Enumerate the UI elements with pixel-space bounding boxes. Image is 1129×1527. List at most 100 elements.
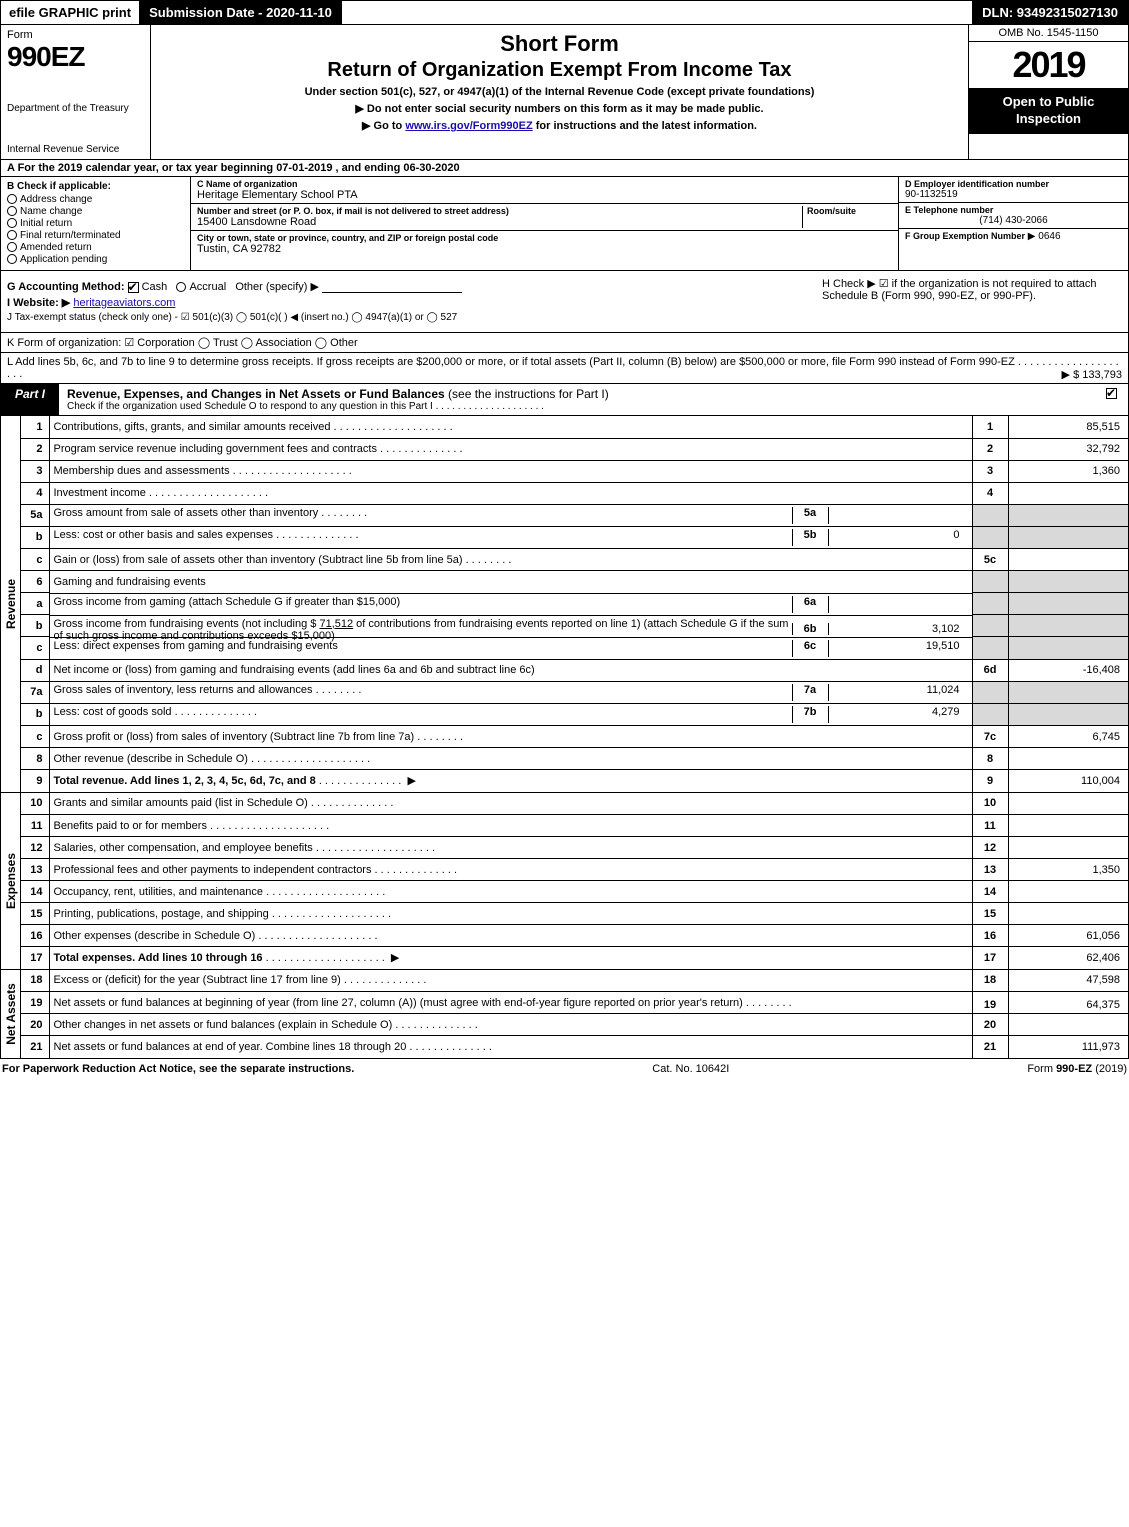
title-right: OMB No. 1545-1150 2019 Open to Public In…: [968, 25, 1128, 159]
revenue-section: Revenue 1Contributions, gifts, grants, a…: [0, 416, 1129, 793]
chk-final-return[interactable]: Final return/terminated: [7, 230, 184, 241]
title-block: Form 990EZ Department of the Treasury In…: [0, 25, 1129, 160]
chk-cash[interactable]: [128, 282, 139, 293]
table-row: 7aGross sales of inventory, less returns…: [21, 681, 1128, 703]
line-j: J Tax-exempt status (check only one) - ☑…: [7, 312, 802, 323]
table-row: 21Net assets or fund balances at end of …: [21, 1036, 1128, 1058]
omb-number: OMB No. 1545-1150: [969, 25, 1128, 42]
table-row: 17Total expenses. Add lines 10 through 1…: [21, 947, 1128, 969]
form-id-cell: Form 990EZ Department of the Treasury In…: [1, 25, 151, 159]
val-6c: 19,510: [828, 640, 968, 657]
val-1: 85,515: [1008, 416, 1128, 438]
chk-name-change[interactable]: Name change: [7, 206, 184, 217]
short-form-heading: Short Form: [161, 31, 958, 57]
line-l: L Add lines 5b, 6c, and 7b to line 9 to …: [0, 353, 1129, 384]
val-4: [1008, 482, 1128, 504]
city-state-zip: Tustin, CA 92782: [197, 243, 892, 255]
dept-treasury: Department of the Treasury: [7, 103, 144, 114]
part1-header: Part I Revenue, Expenses, and Changes in…: [0, 384, 1129, 416]
topbar: efile GRAPHIC print Submission Date - 20…: [0, 0, 1129, 25]
return-title: Return of Organization Exempt From Incom…: [161, 59, 958, 82]
val-5b: 0: [828, 529, 968, 546]
box-c: C Name of organization Heritage Elementa…: [191, 177, 898, 270]
group-exempt-label: F Group Exemption Number: [905, 231, 1025, 241]
goto-line: ▶ Go to www.irs.gov/Form990EZ for instru…: [161, 119, 958, 132]
table-row: 14Occupancy, rent, utilities, and mainte…: [21, 881, 1128, 903]
chk-application-pending[interactable]: Application pending: [7, 254, 184, 265]
val-8: [1008, 748, 1128, 770]
group-exempt-value: ▶ 0646: [1028, 231, 1061, 242]
table-row: 11Benefits paid to or for members11: [21, 815, 1128, 837]
chk-address-change[interactable]: Address change: [7, 194, 184, 205]
form-label: Form: [7, 29, 144, 41]
goto-pre: ▶ Go to: [362, 120, 405, 132]
val-7b: 4,279: [828, 706, 968, 723]
street-label: Number and street (or P. O. box, if mail…: [197, 206, 802, 216]
cat-no: Cat. No. 10642I: [354, 1063, 1027, 1075]
part1-tag: Part I: [1, 384, 59, 415]
table-row: 20Other changes in net assets or fund ba…: [21, 1014, 1128, 1036]
table-row: 19Net assets or fund balances at beginni…: [21, 992, 1128, 1014]
tax-year: 2019: [969, 42, 1128, 88]
goto-post: for instructions and the latest informat…: [533, 120, 757, 132]
val-2: 32,792: [1008, 438, 1128, 460]
table-row: 4Investment income 4: [21, 482, 1128, 504]
lines-ghij: G Accounting Method: Cash Accrual Other …: [0, 271, 1129, 333]
val-6b: 3,102: [828, 623, 968, 635]
table-row: 6Gaming and fundraising events: [21, 571, 1128, 593]
ssn-warning: ▶ Do not enter social security numbers o…: [161, 102, 958, 115]
chk-amended-return[interactable]: Amended return: [7, 242, 184, 253]
org-name-label: C Name of organization: [197, 179, 892, 189]
val-19: 64,375: [1008, 992, 1128, 1014]
website-link[interactable]: heritageaviators.com: [73, 297, 175, 309]
line-h: H Check ▶ ☑ if the organization is not r…: [822, 277, 1122, 302]
val-7a: 11,024: [828, 684, 968, 701]
under-section: Under section 501(c), 527, or 4947(a)(1)…: [161, 86, 958, 98]
page-footer: For Paperwork Reduction Act Notice, see …: [0, 1059, 1129, 1079]
room-label: Room/suite: [807, 206, 892, 216]
table-row: bLess: cost of goods sold7b4,279: [21, 703, 1128, 726]
table-row: 3Membership dues and assessments 31,360: [21, 460, 1128, 482]
table-row: 18Excess or (deficit) for the year (Subt…: [21, 970, 1128, 992]
ein-value: 90-1132519: [905, 189, 1122, 200]
irs-link[interactable]: www.irs.gov/Form990EZ: [405, 120, 532, 132]
chk-initial-return[interactable]: Initial return: [7, 218, 184, 229]
form-ref: Form 990-EZ (2019): [1027, 1063, 1127, 1075]
part1-schedule-o-check[interactable]: [1106, 388, 1117, 399]
val-7c: 6,745: [1008, 726, 1128, 748]
table-row: 16Other expenses (describe in Schedule O…: [21, 925, 1128, 947]
line-g: G Accounting Method: Cash Accrual Other …: [7, 280, 802, 293]
form-990ez-page: efile GRAPHIC print Submission Date - 20…: [0, 0, 1129, 1079]
entity-block: B Check if applicable: Address change Na…: [0, 177, 1129, 271]
open-to-public: Open to Public Inspection: [969, 88, 1128, 134]
expenses-section: Expenses 10Grants and similar amounts pa…: [0, 793, 1129, 970]
table-row: aGross income from gaming (attach Schedu…: [21, 593, 1128, 615]
submission-date: Submission Date - 2020-11-10: [139, 1, 342, 24]
net-assets-section: Net Assets 18Excess or (deficit) for the…: [0, 970, 1129, 1059]
line-k: K Form of organization: ☑ Corporation ◯ …: [0, 333, 1129, 353]
table-row: 1Contributions, gifts, grants, and simil…: [21, 416, 1128, 438]
val-3: 1,360: [1008, 460, 1128, 482]
part1-title: Revenue, Expenses, and Changes in Net As…: [59, 384, 1098, 415]
val-5c: [1008, 549, 1128, 571]
table-row: 2Program service revenue including gover…: [21, 438, 1128, 460]
paperwork-notice: For Paperwork Reduction Act Notice, see …: [2, 1063, 354, 1075]
box-b-header: B Check if applicable:: [7, 181, 184, 192]
table-row: 15Printing, publications, postage, and s…: [21, 903, 1128, 925]
other-method-blank[interactable]: [322, 281, 462, 293]
boxes-def: D Employer identification number 90-1132…: [898, 177, 1128, 270]
table-row: bLess: cost or other basis and sales exp…: [21, 526, 1128, 549]
table-row: bGross income from fundraising events (n…: [21, 615, 1128, 637]
chk-accrual[interactable]: [176, 282, 186, 292]
table-row: cGain or (loss) from sale of assets othe…: [21, 549, 1128, 571]
val-16: 61,056: [1008, 925, 1128, 947]
revenue-label: Revenue: [1, 416, 21, 792]
table-row: cGross profit or (loss) from sales of in…: [21, 726, 1128, 748]
table-row: 8Other revenue (describe in Schedule O) …: [21, 748, 1128, 770]
form-number: 990EZ: [7, 41, 144, 73]
phone-value: (714) 430-2066: [905, 215, 1122, 226]
table-row: 10Grants and similar amounts paid (list …: [21, 793, 1128, 815]
city-label: City or town, state or province, country…: [197, 233, 892, 243]
val-9: 110,004: [1008, 770, 1128, 792]
line-i: I Website: ▶ heritageaviators.com: [7, 296, 802, 309]
